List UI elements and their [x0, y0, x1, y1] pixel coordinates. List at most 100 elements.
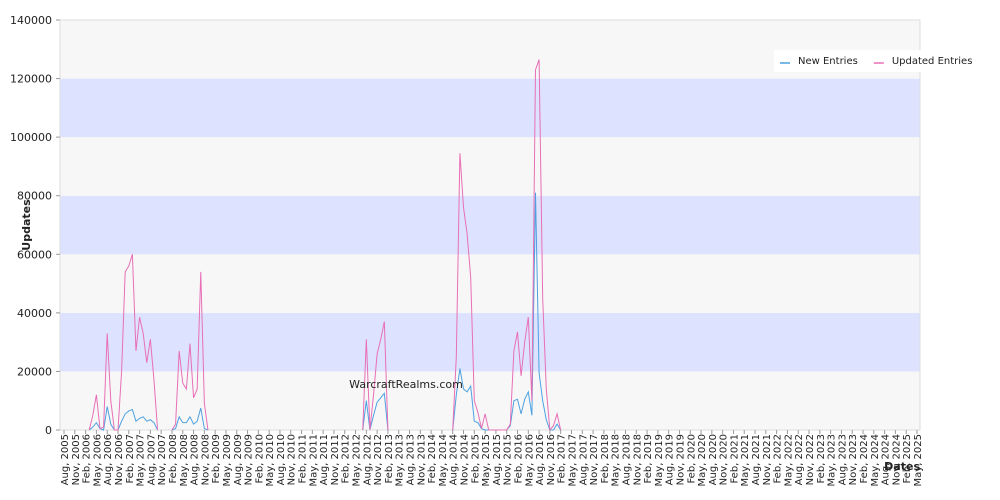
x-tick-label: Feb, 2025 — [902, 434, 913, 484]
x-tick-label: Aug, 2017 — [578, 434, 589, 485]
x-tick-label: Nov, 2020 — [719, 434, 730, 485]
x-tick-label: Feb, 2017 — [557, 434, 568, 484]
x-tick-label: Nov, 2016 — [546, 434, 557, 485]
x-tick-label: Nov, 2019 — [675, 434, 686, 485]
y-tick-label: 20000 — [17, 365, 52, 378]
x-tick-label: May, 2025 — [913, 434, 924, 486]
y-tick-label: 80000 — [17, 190, 52, 203]
x-tick-label: Feb, 2013 — [384, 434, 395, 484]
x-tick-label: Nov, 2017 — [589, 434, 600, 485]
series-line — [171, 271, 209, 431]
x-tick-label: Aug, 2016 — [535, 434, 546, 485]
x-tick-label: Nov, 2022 — [805, 434, 816, 485]
grid-band — [60, 195, 920, 255]
x-tick-label: May, 2012 — [352, 434, 363, 486]
x-tick-label: May, 2009 — [222, 434, 233, 486]
x-tick-label: Nov, 2006 — [114, 434, 125, 485]
x-tick-label: Feb, 2015 — [470, 434, 481, 484]
x-tick-label: Aug, 2024 — [881, 434, 892, 485]
x-tick-label: Feb, 2018 — [600, 434, 611, 484]
x-tick-label: Feb, 2022 — [773, 434, 784, 484]
x-tick-label: Nov, 2011 — [330, 434, 341, 485]
series-line — [362, 392, 389, 431]
x-tick-label: Aug, 2009 — [233, 434, 244, 485]
x-tick-label: Aug, 2019 — [665, 434, 676, 485]
y-tick-label: 40000 — [17, 307, 52, 320]
x-tick-label: Aug, 2018 — [621, 434, 632, 485]
x-tick-label: Feb, 2020 — [686, 434, 697, 484]
x-tick-label: Aug, 2023 — [837, 434, 848, 485]
x-tick-label: Feb, 2024 — [859, 434, 870, 484]
x-tick-label: Aug, 2007 — [146, 434, 157, 485]
watermark: WarcraftRealms.com — [349, 378, 463, 391]
x-tick-label: May, 2022 — [783, 434, 794, 486]
x-tick-label: Aug, 2015 — [492, 434, 503, 485]
x-tick-label: May, 2023 — [827, 434, 838, 486]
x-tick-label: May, 2016 — [524, 434, 535, 486]
x-tick-label: May, 2014 — [438, 434, 449, 486]
x-tick-label: Feb, 2008 — [168, 434, 179, 484]
x-tick-label: Feb, 2019 — [643, 434, 654, 484]
y-tick-label: 120000 — [10, 73, 52, 86]
x-tick-label: Feb, 2010 — [254, 434, 265, 484]
series-line — [452, 59, 562, 432]
x-tick-label: May, 2013 — [395, 434, 406, 486]
x-tick-label: Nov, 2009 — [244, 434, 255, 485]
x-tick-label: Nov, 2023 — [848, 434, 859, 485]
x-tick-label: Nov, 2010 — [287, 434, 298, 485]
x-tick-label: Aug, 2008 — [190, 434, 201, 485]
y-tick-label: 0 — [45, 424, 52, 437]
x-tick-label: May, 2011 — [308, 434, 319, 486]
grid-band — [60, 254, 920, 313]
y-axis-label: Updates — [20, 199, 33, 251]
x-tick-label: May, 2020 — [697, 434, 708, 486]
x-tick-label: Feb, 2009 — [211, 434, 222, 484]
x-tick-label: Feb, 2006 — [82, 434, 93, 484]
x-tick-label: Nov, 2021 — [762, 434, 773, 485]
y-tick-label: 60000 — [17, 248, 52, 261]
x-tick-label: May, 2007 — [136, 434, 147, 486]
series-line — [88, 254, 159, 431]
y-tick-label: 140000 — [10, 14, 52, 27]
x-tick-label: Aug, 2012 — [362, 434, 373, 485]
x-tick-label: Aug, 2006 — [103, 434, 114, 485]
legend-box — [774, 50, 984, 72]
x-tick-label: Nov, 2007 — [157, 434, 168, 485]
x-tick-label: Aug, 2014 — [449, 434, 460, 485]
grid-band — [60, 312, 920, 372]
y-tick-label: 100000 — [10, 131, 52, 144]
x-tick-label: Feb, 2014 — [427, 434, 438, 484]
x-tick-label: Aug, 2011 — [319, 434, 330, 485]
x-tick-label: Feb, 2023 — [816, 434, 827, 484]
grid-band — [60, 137, 920, 196]
x-tick-label: May, 2008 — [179, 434, 190, 486]
legend-label: Updated Entries — [892, 56, 973, 67]
x-tick-label: Nov, 2005 — [71, 434, 82, 485]
x-tick-label: Feb, 2021 — [729, 434, 740, 484]
x-tick-label: May, 2015 — [481, 434, 492, 486]
x-tick-label: Feb, 2007 — [125, 434, 136, 484]
x-axis-label: Dates — [884, 460, 920, 473]
x-tick-label: May, 2021 — [740, 434, 751, 486]
grid-band — [60, 78, 920, 138]
x-tick-label: Aug, 2021 — [751, 434, 762, 485]
x-tick-label: Nov, 2018 — [632, 434, 643, 485]
x-tick-label: May, 2018 — [611, 434, 622, 486]
x-tick-label: May, 2006 — [92, 434, 103, 486]
grid-band — [60, 371, 920, 430]
legend-label: New Entries — [798, 56, 858, 67]
x-tick-label: Nov, 2014 — [460, 434, 471, 485]
series-line — [171, 407, 209, 431]
x-tick-label: Aug, 2022 — [794, 434, 805, 485]
x-tick-label: Aug, 2020 — [708, 434, 719, 485]
x-tick-label: Aug, 2010 — [276, 434, 287, 485]
x-tick-label: May, 2019 — [654, 434, 665, 486]
x-tick-label: Feb, 2011 — [298, 434, 309, 484]
x-tick-label: Aug, 2005 — [60, 434, 71, 485]
x-tick-label: Nov, 2008 — [200, 434, 211, 485]
x-tick-label: Nov, 2013 — [416, 434, 427, 485]
x-tick-label: Nov, 2012 — [373, 434, 384, 485]
x-tick-label: Nov, 2024 — [891, 434, 902, 485]
series-line — [362, 321, 389, 431]
